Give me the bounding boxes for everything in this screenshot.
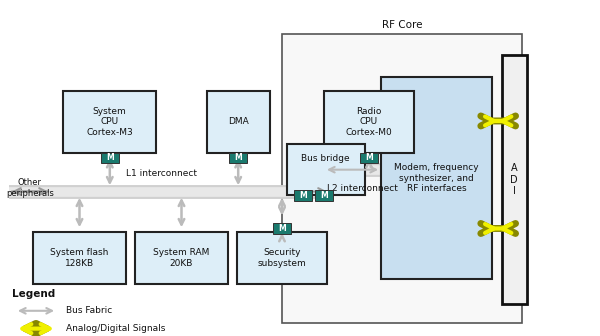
Text: RF Core: RF Core	[382, 20, 422, 30]
Bar	[294, 191, 312, 201]
Bar	[63, 91, 156, 153]
Text: System
CPU
Cortex-M3: System CPU Cortex-M3	[86, 107, 133, 137]
Text: M: M	[299, 191, 307, 200]
Bar	[273, 223, 291, 234]
Text: M: M	[365, 154, 373, 162]
Text: M: M	[106, 154, 113, 162]
Text: M: M	[235, 154, 242, 162]
Bar	[33, 232, 126, 284]
Text: Radio
CPU
Cortex-M0: Radio CPU Cortex-M0	[346, 107, 392, 137]
Text: M: M	[278, 224, 286, 233]
Text: Modem, frequency
synthesizer, and
RF interfaces: Modem, frequency synthesizer, and RF int…	[394, 163, 479, 193]
Bar	[287, 144, 365, 195]
Text: Bus Fabric: Bus Fabric	[66, 306, 112, 315]
Bar	[101, 153, 119, 163]
Text: DMA: DMA	[228, 117, 249, 126]
Text: Bus bridge: Bus bridge	[301, 154, 350, 163]
Bar	[282, 34, 522, 323]
Text: L1 interconnect: L1 interconnect	[127, 169, 197, 177]
Text: A
D
I: A D I	[511, 163, 518, 196]
Bar	[237, 232, 327, 284]
Bar	[324, 91, 414, 153]
Bar	[135, 232, 228, 284]
Bar	[229, 153, 247, 163]
Bar	[381, 77, 492, 279]
Text: System RAM
20KB: System RAM 20KB	[154, 248, 209, 267]
Bar	[207, 91, 270, 153]
Text: System flash
128KB: System flash 128KB	[50, 248, 109, 267]
Text: Other
peripherals: Other peripherals	[6, 178, 54, 198]
Bar	[315, 191, 333, 201]
Bar	[360, 153, 378, 163]
Text: Analog/Digital Signals: Analog/Digital Signals	[66, 324, 166, 333]
Text: Security
subsystem: Security subsystem	[257, 248, 307, 267]
Text: M: M	[320, 191, 328, 200]
Text: L2 interconnect: L2 interconnect	[327, 184, 398, 193]
Bar	[502, 55, 527, 304]
Text: Legend: Legend	[12, 289, 55, 299]
